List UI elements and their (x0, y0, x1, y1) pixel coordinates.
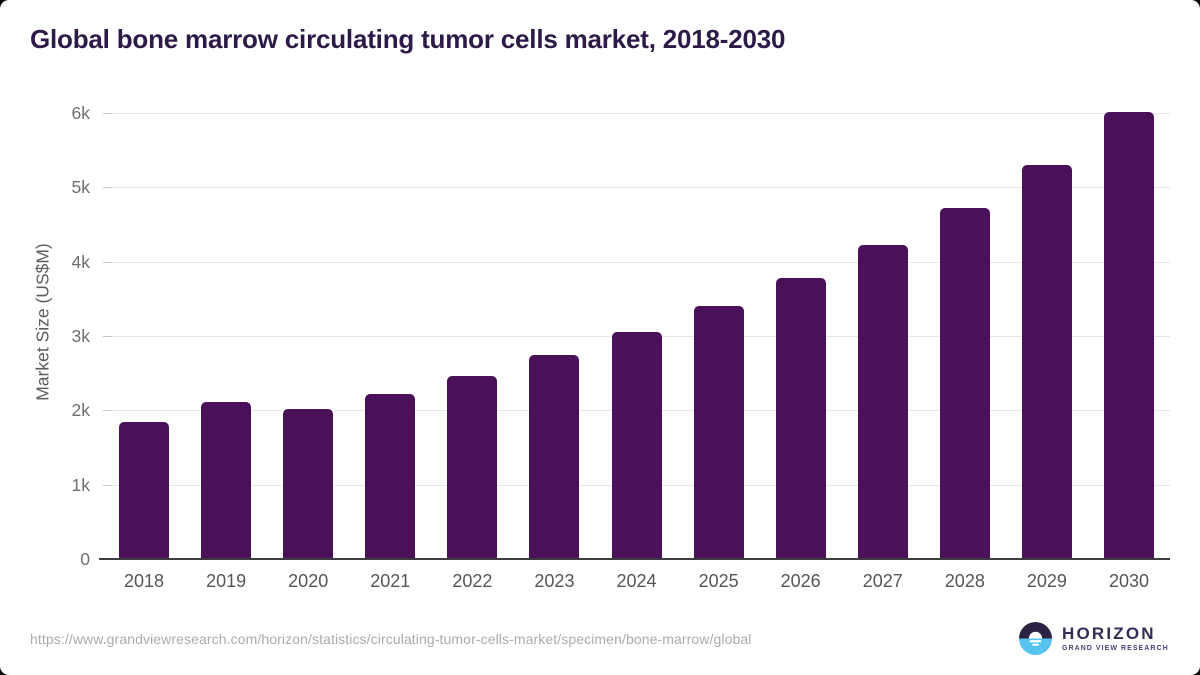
x-tick-label-2026: 2026 (780, 571, 821, 591)
bar-slot-2028 (924, 113, 1006, 559)
bar-2023 (529, 355, 580, 559)
logo-brand: HORIZON (1062, 624, 1156, 643)
bar-2028 (939, 208, 990, 559)
chart-title: Global bone marrow circulating tumor cel… (30, 24, 786, 54)
y-tick-label-5k: 5k (71, 177, 90, 198)
y-tick-label-3k: 3k (71, 326, 90, 346)
bar-slot-2025 (678, 113, 760, 559)
x-tick-label-2027: 2027 (862, 571, 903, 591)
bar-2030 (1103, 111, 1154, 559)
gridline-6k (103, 113, 1170, 114)
x-tick-label-2020: 2020 (288, 571, 329, 591)
x-tick-label-2030: 2030 (1108, 571, 1149, 591)
horizon-logo-icon (1019, 622, 1052, 655)
y-tick-label-4k: 4k (71, 251, 90, 272)
x-tick-label-2018: 2018 (124, 571, 165, 591)
bar-slot-2019 (185, 113, 267, 559)
x-tick-label-2023: 2023 (534, 571, 575, 591)
bar-slot-2027 (842, 113, 924, 559)
source-url: https://www.grandviewresearch.com/horizo… (30, 631, 752, 647)
bar-2021 (365, 394, 416, 559)
plot-area (99, 111, 1170, 560)
y-tick-label-2k: 2k (71, 400, 90, 421)
y-tick-label-6k: 6k (71, 103, 90, 123)
bar-2022 (447, 376, 498, 559)
gridline-4k (103, 261, 1170, 263)
bar-slot-2030 (1088, 111, 1170, 559)
x-axis-tick-labels: 2018 2019 2020 2021 2022 2023 2024 2025 2026 2027… (103, 571, 1170, 592)
x-tick-label-2029: 2029 (1026, 571, 1067, 591)
x-tick-label-2021: 2021 (370, 571, 411, 591)
logo-subtitle: GRAND VIEW RESEARCH (1062, 645, 1169, 652)
bar-slot-2020 (267, 113, 349, 559)
bar-slot-2022 (431, 113, 513, 559)
bar-2024 (611, 332, 662, 559)
x-tick-label-2028: 2028 (944, 571, 985, 591)
bar-2025 (693, 306, 744, 559)
bar-series (103, 111, 1170, 559)
bar-slot-2021 (349, 113, 431, 559)
bar-slot-2018 (103, 113, 185, 559)
bar-2020 (283, 408, 334, 559)
x-tick-label-2019: 2019 (206, 571, 247, 591)
x-tick-label-2025: 2025 (698, 571, 739, 591)
bar-2029 (1021, 165, 1072, 559)
x-axis-line (99, 558, 1170, 560)
horizon-logo-text: HORIZON GRAND VIEW RESEARCH (1062, 624, 1169, 653)
bar-2027 (857, 245, 908, 559)
bar-2019 (201, 402, 252, 559)
bar-slot-2024 (595, 113, 677, 559)
bar-slot-2023 (513, 113, 595, 559)
x-tick-label-2024: 2024 (616, 571, 657, 591)
y-tick-label-0: 0 (80, 549, 90, 569)
horizon-logo: HORIZON GRAND VIEW RESEARCH (1019, 622, 1169, 655)
y-tick-label-1k: 1k (71, 474, 90, 495)
bar-slot-2026 (760, 113, 842, 559)
bar-slot-2029 (1006, 113, 1088, 559)
gridline-5k (103, 187, 1170, 189)
bar-2026 (775, 278, 826, 559)
x-tick-label-2022: 2022 (452, 571, 493, 591)
bar-2018 (119, 421, 170, 559)
